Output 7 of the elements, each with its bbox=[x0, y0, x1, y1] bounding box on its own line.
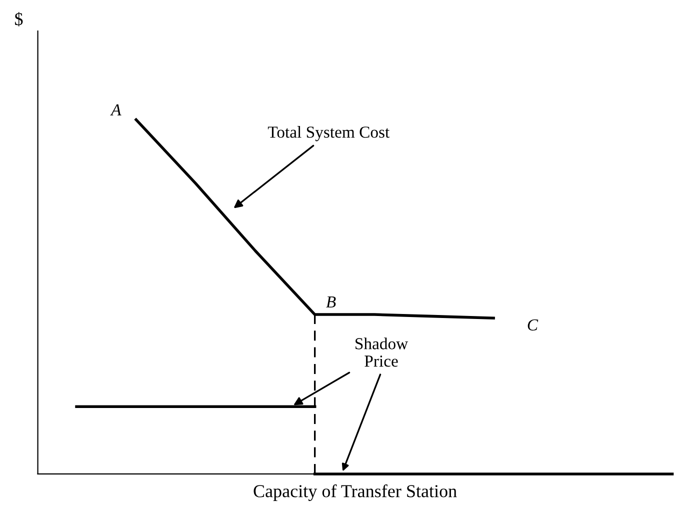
annotation: B bbox=[326, 296, 336, 308]
text: $ bbox=[15, 12, 23, 26]
x-axis-title: Capacity of Transfer Station bbox=[254, 484, 457, 501]
annotation: Shadow Price bbox=[356, 338, 408, 367]
annotation: Total System Cost bbox=[268, 126, 390, 142]
text: A bbox=[110, 104, 122, 116]
annotation: C bbox=[528, 319, 538, 331]
